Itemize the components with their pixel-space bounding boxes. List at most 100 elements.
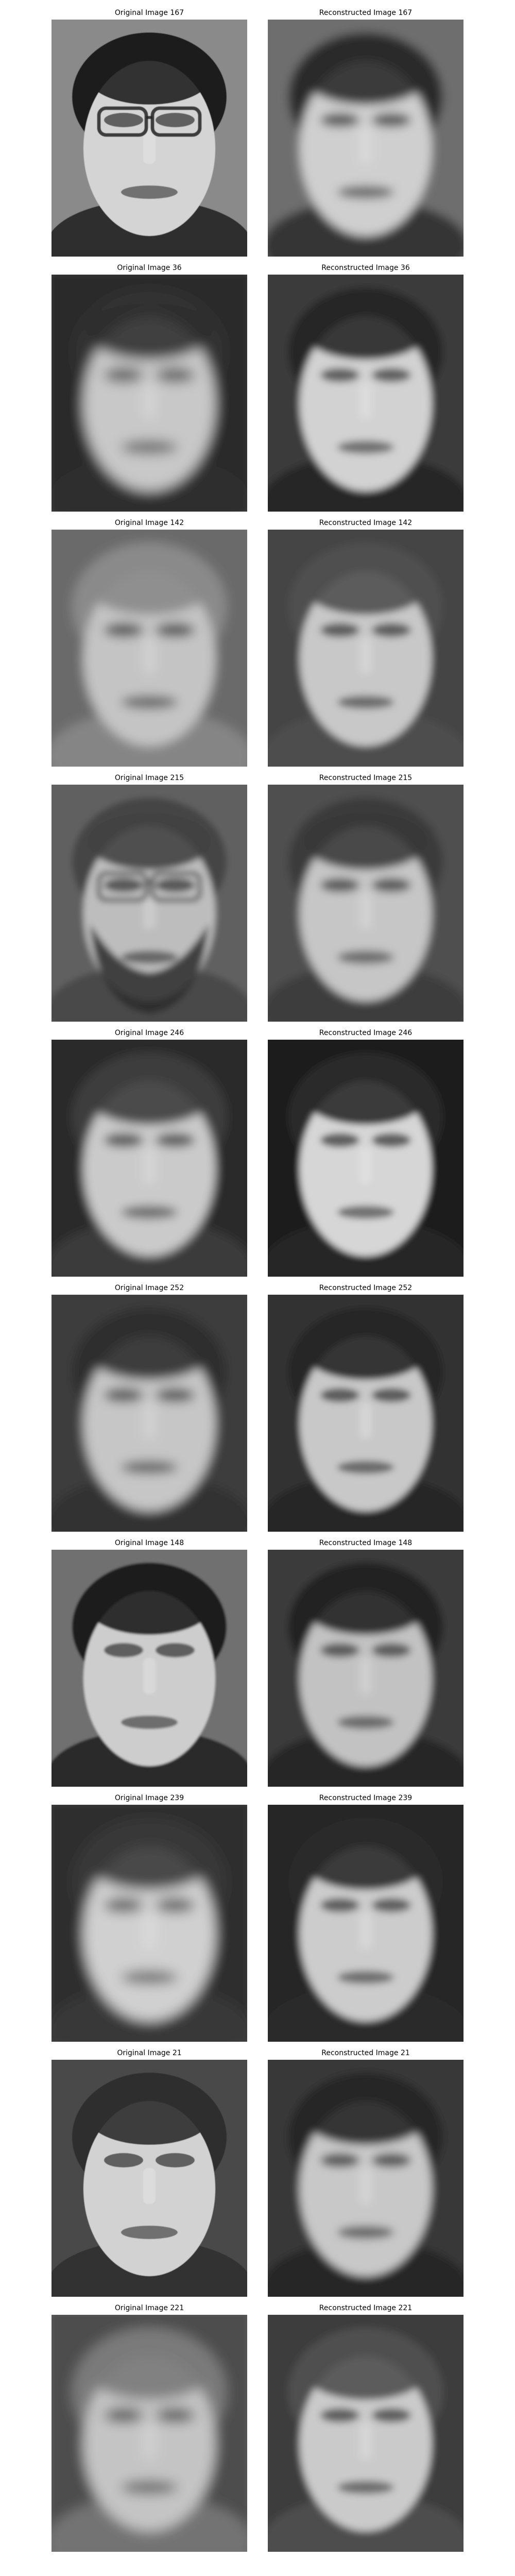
reconstructed-image-title: Reconstructed Image 21	[321, 2049, 410, 2057]
left-eye	[104, 623, 143, 637]
right-lens	[150, 106, 202, 137]
face-image	[268, 1805, 464, 2042]
left-lens	[97, 871, 148, 902]
hairline	[88, 558, 211, 615]
right-eye	[372, 2408, 411, 2422]
left-lens	[97, 106, 148, 137]
face-image	[52, 20, 247, 257]
left-eye	[320, 878, 359, 892]
nose	[359, 893, 372, 929]
nose	[359, 1658, 372, 1694]
original-image-title: Original Image 36	[117, 264, 182, 272]
face-image	[52, 1295, 247, 1532]
face-image	[268, 20, 464, 257]
original-image-panel: Original Image 142	[52, 517, 247, 768]
mouth	[121, 1461, 178, 1474]
left-eye	[320, 368, 359, 382]
left-eye	[104, 1643, 143, 1657]
right-eye	[156, 113, 195, 127]
reconstructed-image-panel: Reconstructed Image 215	[268, 772, 464, 1023]
right-eye	[372, 1643, 411, 1657]
reconstructed-image-title: Reconstructed Image 167	[319, 9, 413, 17]
mouth	[121, 2481, 178, 2494]
nose	[359, 638, 372, 674]
left-eye	[320, 1643, 359, 1657]
face-image	[52, 1805, 247, 2042]
nose	[143, 128, 156, 164]
hairline	[304, 813, 427, 870]
original-image-title: Original Image 252	[114, 1284, 184, 1292]
right-eye	[156, 368, 195, 382]
left-eye	[104, 2153, 143, 2167]
reconstructed-image-title: Reconstructed Image 239	[319, 1794, 413, 1802]
hairline	[88, 1068, 211, 1125]
reconstructed-image-title: Reconstructed Image 36	[321, 264, 410, 272]
face-image	[52, 2315, 247, 2552]
hairline	[304, 558, 427, 615]
original-image-title: Original Image 21	[117, 2049, 182, 2057]
hairline	[304, 303, 427, 360]
right-eye	[372, 113, 411, 127]
nose	[143, 1913, 156, 1949]
hairline	[304, 1068, 427, 1125]
right-eye	[156, 1388, 195, 1402]
reconstructed-image-panel: Reconstructed Image 148	[268, 1537, 464, 1788]
reconstructed-image-panel: Reconstructed Image 36	[268, 262, 464, 513]
face-image	[268, 1040, 464, 1277]
hairline	[88, 48, 211, 105]
left-eye	[320, 2153, 359, 2167]
left-eye	[104, 1388, 143, 1402]
left-eye	[104, 368, 143, 382]
face-image	[52, 275, 247, 512]
right-eye	[156, 623, 195, 637]
left-eye	[104, 1133, 143, 1147]
right-eye	[156, 878, 195, 892]
mouth	[337, 1206, 394, 1219]
left-eye	[320, 113, 359, 127]
mouth	[121, 2226, 178, 2239]
beard	[90, 924, 209, 1014]
reconstructed-image-panel: Reconstructed Image 21	[268, 2047, 464, 2298]
reconstructed-image-panel: Reconstructed Image 239	[268, 1792, 464, 2043]
nose	[143, 893, 156, 929]
nose	[143, 2423, 156, 2459]
right-eye	[156, 1133, 195, 1147]
reconstructed-image-title: Reconstructed Image 142	[319, 519, 413, 527]
mouth	[337, 1971, 394, 1984]
face-image	[52, 785, 247, 1022]
original-image-panel: Original Image 215	[52, 772, 247, 1023]
right-eye	[156, 2153, 195, 2167]
hairline	[88, 1578, 211, 1635]
mouth	[337, 696, 394, 709]
left-eye	[104, 1898, 143, 1912]
original-image-title: Original Image 215	[114, 774, 184, 782]
left-eye	[320, 623, 359, 637]
hairline	[304, 48, 427, 105]
original-image-panel: Original Image 239	[52, 1792, 247, 2043]
face-image	[268, 1295, 464, 1532]
reconstructed-image-panel: Reconstructed Image 142	[268, 517, 464, 768]
right-eye	[372, 623, 411, 637]
original-image-title: Original Image 221	[114, 2304, 184, 2312]
nose	[143, 383, 156, 419]
nose	[359, 1148, 372, 1184]
nose	[359, 128, 372, 164]
left-eye	[104, 2408, 143, 2422]
reconstructed-image-title: Reconstructed Image 215	[319, 774, 413, 782]
original-image-panel: Original Image 36	[52, 262, 247, 513]
right-eye	[372, 1898, 411, 1912]
mouth	[121, 185, 178, 199]
face-image	[52, 1550, 247, 1787]
reconstructed-image-panel: Reconstructed Image 221	[268, 2302, 464, 2553]
hairline	[304, 2343, 427, 2400]
nose	[143, 2168, 156, 2204]
face-image	[268, 2315, 464, 2552]
hairline	[304, 1323, 427, 1380]
original-image-panel: Original Image 221	[52, 2302, 247, 2553]
nose	[359, 1403, 372, 1439]
mouth	[121, 696, 178, 709]
face-image	[268, 2060, 464, 2297]
nose	[143, 1403, 156, 1439]
mouth	[337, 2481, 394, 2494]
